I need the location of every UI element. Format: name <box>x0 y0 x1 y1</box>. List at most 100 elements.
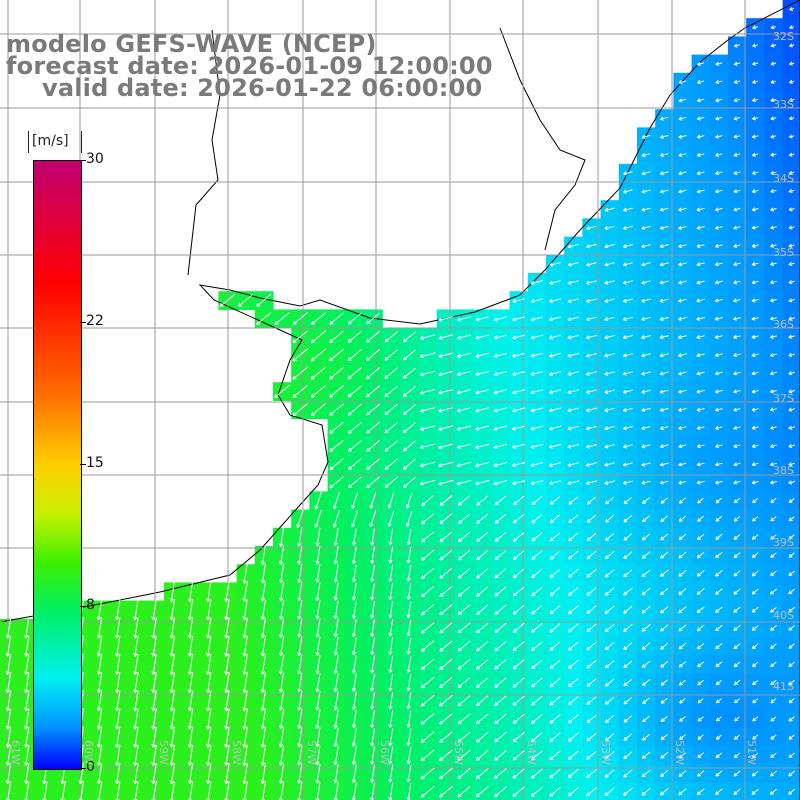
wind-arrow <box>96 708 103 730</box>
wind-arrow <box>641 189 651 194</box>
latitude-label: 32S <box>773 30 794 43</box>
wind-arrow <box>659 225 669 230</box>
wind-arrow <box>696 189 705 194</box>
wind-arrow <box>115 599 121 621</box>
wind-arrow <box>169 763 175 785</box>
wind-arrow <box>115 635 121 657</box>
wind-arrow <box>5 653 12 675</box>
wind-arrow <box>696 624 705 632</box>
wind-arrow <box>622 244 633 249</box>
wind-arrow <box>678 770 687 777</box>
wind-arrow <box>406 674 412 692</box>
wind-arrow <box>274 312 290 325</box>
wind-arrow <box>133 726 139 748</box>
wind-arrow <box>24 708 30 730</box>
wind-arrow <box>24 690 30 712</box>
colorbar-tick-mark <box>80 322 86 324</box>
wind-arrow <box>696 116 705 121</box>
wind-arrow <box>715 152 723 157</box>
wind-arrow <box>586 569 597 578</box>
wind-arrow <box>770 79 777 84</box>
wind-arrow <box>351 492 359 510</box>
wind-arrow <box>278 599 285 620</box>
wind-arrow <box>770 189 777 194</box>
wind-arrow <box>475 425 490 431</box>
wind-arrow <box>641 515 651 523</box>
wind-arrow <box>769 334 777 339</box>
wind-arrow <box>151 672 157 694</box>
wind-arrow <box>310 384 327 398</box>
wind-arrow <box>187 726 194 748</box>
wind-arrow <box>439 495 453 506</box>
wind-arrow <box>678 171 687 176</box>
wind-arrow <box>420 676 435 689</box>
wind-arrow <box>659 389 669 394</box>
wind-arrow <box>660 679 668 686</box>
wind-arrow <box>751 643 759 650</box>
wind-arrow <box>770 25 777 30</box>
wind-arrow <box>512 316 525 322</box>
wind-arrow <box>531 550 543 560</box>
wind-arrow <box>420 695 435 707</box>
longitude-label: 57W <box>305 740 318 765</box>
longitude-label: 53W <box>599 740 612 765</box>
wind-arrow <box>384 331 398 343</box>
wind-arrow <box>622 426 633 431</box>
wind-arrow <box>329 421 344 434</box>
wind-arrow <box>788 788 796 795</box>
wind-arrow <box>332 510 340 528</box>
wind-arrow <box>439 658 453 670</box>
wind-arrow <box>714 298 723 303</box>
wind-arrow <box>696 61 705 66</box>
wind-arrow <box>420 622 435 634</box>
wind-arrow <box>678 280 687 285</box>
wind-arrow <box>419 407 436 413</box>
wind-arrow <box>278 727 285 748</box>
wind-arrow <box>531 623 543 633</box>
wind-arrow <box>311 312 326 325</box>
wind-arrow <box>696 207 705 212</box>
wind-arrow <box>788 261 795 266</box>
wind-arrow <box>494 659 507 670</box>
wind-arrow <box>96 726 103 748</box>
wind-arrows <box>5 6 796 800</box>
wind-arrow <box>641 207 651 212</box>
wind-arrow <box>420 767 435 780</box>
colorbar-tick-mark <box>80 605 86 607</box>
wind-arrow <box>715 752 723 759</box>
wind-arrow <box>475 389 490 395</box>
wind-arrow <box>494 622 507 633</box>
wind-arrow <box>788 770 796 777</box>
wind-arrow <box>622 407 633 413</box>
wind-arrow <box>751 152 759 157</box>
wind-arrow <box>770 443 777 449</box>
wind-arrow <box>260 708 266 730</box>
wind-arrow <box>494 731 507 743</box>
wind-arrow <box>513 532 525 542</box>
wind-arrow <box>660 515 669 523</box>
wind-arrow <box>734 698 741 704</box>
wind-arrow <box>512 786 525 797</box>
wind-arrow <box>568 568 579 578</box>
wind-arrow <box>623 587 633 596</box>
wind-arrow <box>714 407 723 412</box>
wind-arrow <box>586 641 597 651</box>
wind-arrow <box>549 496 561 505</box>
wind-arrow <box>406 764 412 783</box>
wind-arrow <box>419 461 436 468</box>
wind-arrow <box>586 262 597 267</box>
wind-arrow <box>770 298 777 303</box>
wind-arrow <box>438 316 454 322</box>
wind-arrow <box>788 679 795 686</box>
wind-arrow <box>370 673 375 692</box>
wind-arrow <box>438 352 454 359</box>
wind-arrow <box>292 384 309 398</box>
wind-arrow <box>586 696 597 705</box>
wind-arrow <box>567 605 579 615</box>
wind-arrow <box>752 661 759 668</box>
wind-arrow <box>297 527 303 547</box>
wind-arrow <box>260 636 266 657</box>
wind-arrow <box>751 316 759 321</box>
wind-arrow <box>187 635 194 657</box>
wind-arrow <box>494 604 507 615</box>
